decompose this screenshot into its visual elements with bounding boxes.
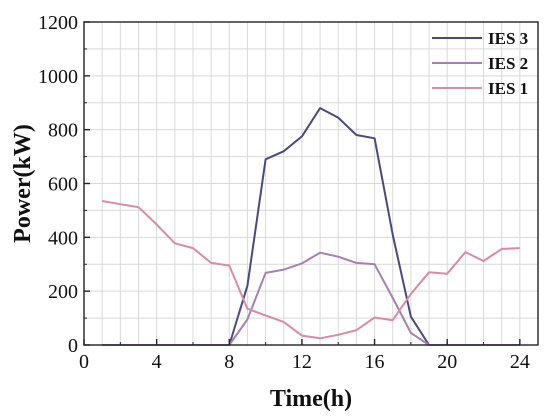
series-line-2 (102, 251, 520, 346)
y-tick-label: 0 (68, 335, 78, 357)
x-tick-label: 24 (510, 351, 530, 373)
y-tick-label: 600 (48, 174, 78, 196)
y-tick-labels: 0 200 400 600 800 1000 1200 (38, 12, 78, 357)
x-tick-labels: 0 4 8 12 16 20 24 (79, 351, 530, 373)
y-axis-title: Power(kW) (10, 124, 36, 243)
legend-label-1: IES 3 (488, 29, 528, 48)
grid (84, 22, 538, 345)
y-tick-label: 1000 (38, 66, 78, 88)
x-tick-label: 8 (224, 351, 234, 373)
series-line-3 (102, 200, 520, 340)
y-tick-label: 400 (48, 227, 78, 249)
x-tick-label: 4 (152, 351, 162, 373)
series-line-1 (102, 107, 520, 346)
legend-label-2: IES 2 (488, 54, 528, 73)
y-tick-label: 200 (48, 281, 78, 303)
legend-label-3: IES 1 (488, 79, 528, 98)
x-tick-label: 20 (437, 351, 457, 373)
series-layer (102, 107, 520, 346)
tick-marks (83, 21, 521, 346)
y-tick-label: 1200 (38, 12, 78, 34)
x-tick-label: 16 (365, 351, 385, 373)
y-tick-label: 800 (48, 120, 78, 142)
legend: IES 3 IES 2 IES 1 (432, 29, 528, 98)
x-axis-title: Time(h) (270, 386, 352, 412)
x-tick-label: 0 (79, 351, 89, 373)
x-tick-label: 12 (292, 351, 312, 373)
